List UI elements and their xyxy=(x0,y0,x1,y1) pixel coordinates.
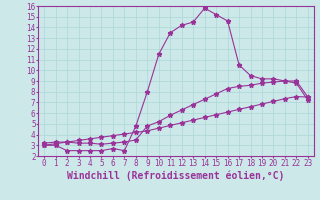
X-axis label: Windchill (Refroidissement éolien,°C): Windchill (Refroidissement éolien,°C) xyxy=(67,171,285,181)
